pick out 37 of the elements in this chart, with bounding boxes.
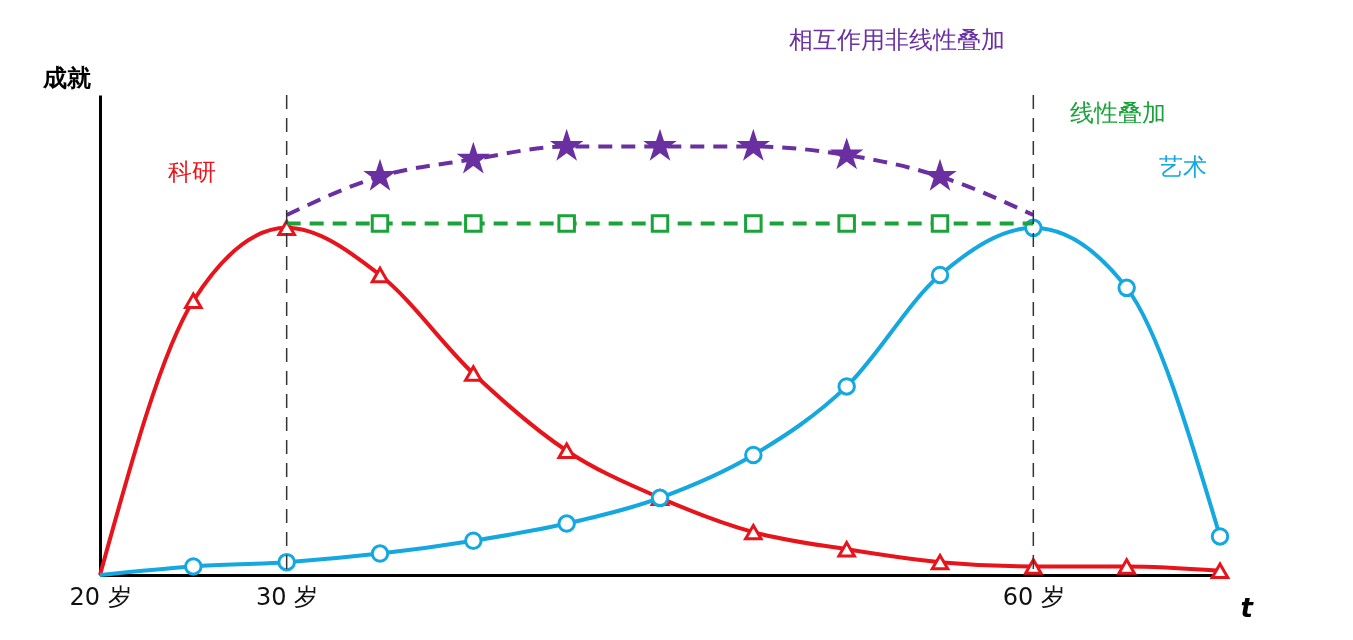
text: 艺术: [1159, 152, 1208, 181]
point: [370, 266, 390, 284]
point: [837, 214, 856, 233]
point: [370, 544, 390, 563]
point: [464, 531, 483, 550]
point: [277, 219, 296, 237]
point: [370, 214, 390, 233]
point: [930, 553, 950, 571]
point: [930, 265, 950, 285]
x-axis-title: t: [1240, 592, 1255, 623]
point: [650, 214, 670, 233]
text: 科研: [167, 157, 216, 186]
point: [1117, 278, 1136, 298]
point: [744, 523, 763, 541]
point: [1210, 527, 1230, 546]
x-tick-label: 20 岁: [69, 582, 132, 611]
point: [744, 214, 763, 233]
point: [184, 557, 203, 576]
point: [277, 552, 296, 572]
point: [930, 214, 950, 233]
point: [464, 365, 483, 382]
point: [464, 214, 483, 233]
y-axis-title: 成就: [41, 63, 91, 92]
point: [1210, 562, 1230, 579]
point: [184, 292, 203, 309]
point: [1024, 558, 1043, 575]
text: 相互作用非线性叠加: [788, 26, 1005, 55]
x-tick-label: 30 岁: [256, 582, 319, 611]
point: [557, 514, 576, 533]
point: [557, 214, 576, 233]
point: [744, 445, 763, 465]
point: [837, 541, 856, 558]
point: [557, 442, 576, 459]
x-tick-label: 60 岁: [1002, 582, 1065, 611]
point: [1117, 558, 1136, 575]
point: [837, 377, 856, 396]
text: 线性叠加: [1070, 98, 1167, 127]
